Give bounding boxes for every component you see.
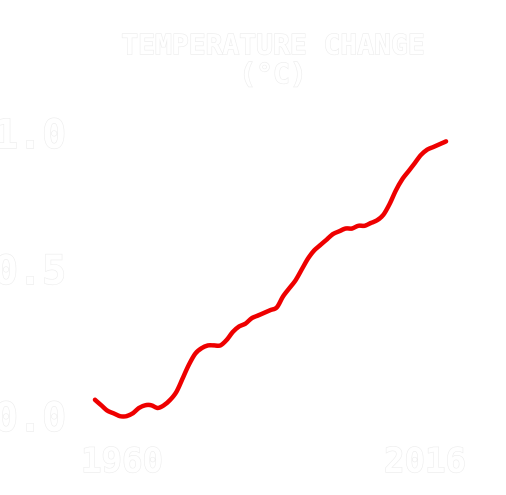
y-tick-label: 0.0 (0, 395, 66, 441)
x-tick-label: 1960 (81, 441, 163, 481)
y-tick-label: 0.5 (0, 248, 66, 294)
series-layer (92, 139, 449, 419)
chart-title-line2: (°C) (239, 57, 306, 90)
series-line-0 (92, 139, 449, 419)
x-tick-label: 2016 (384, 441, 466, 481)
y-tick-label: 1.0 (0, 112, 66, 158)
chart-title-line1: TEMPERATURE CHANGE (121, 28, 424, 61)
